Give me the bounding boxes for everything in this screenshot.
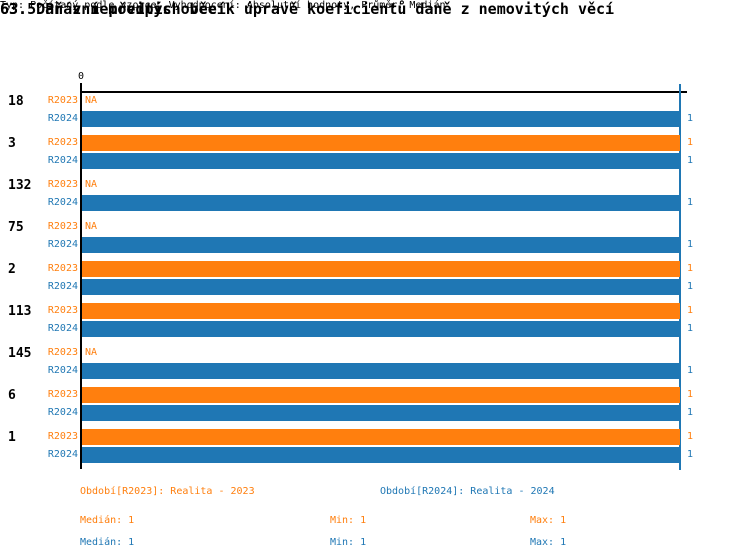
series-label-r2024: R2024: [47, 239, 78, 250]
bar-r2023: [82, 303, 680, 319]
bar-value-label: 1: [687, 389, 694, 400]
bar-value-label: 1: [687, 113, 694, 124]
bar-value-label: 1: [687, 365, 694, 376]
bar-r2023: [82, 261, 680, 277]
na-label: NA: [85, 179, 98, 190]
series-label-r2024: R2024: [47, 407, 78, 418]
series-label-r2024: R2024: [47, 281, 78, 292]
bar-r2024: [82, 153, 680, 169]
bar-r2023: [82, 135, 680, 151]
legend-r2023: Období[R2023]: Realita - 2023: [80, 486, 255, 497]
bar-value-label: 1: [687, 281, 694, 292]
bar-value-label: 1: [687, 197, 694, 208]
bar-value-label: 1: [687, 263, 694, 274]
category-label: 145: [8, 346, 32, 361]
na-label: NA: [85, 221, 98, 232]
bar-r2024: [82, 363, 680, 379]
page-title: 63. Daň z nemovitých věcí: [0, 0, 226, 18]
series-label-r2023: R2023: [47, 431, 78, 442]
bar-value-label: 1: [687, 305, 694, 316]
category-label: 6: [8, 388, 16, 403]
series-label-r2023: R2023: [47, 221, 78, 232]
series-label-r2024: R2024: [47, 323, 78, 334]
page-subtitle: 63.5 Právní předpis obce k úpravě koefic…: [0, 0, 615, 18]
stat-max-r2024: Max: 1: [530, 537, 567, 548]
bar-r2023: [82, 429, 680, 445]
bar-r2024: [82, 111, 680, 127]
series-label-r2023: R2023: [47, 389, 78, 400]
category-label: 113: [8, 304, 32, 319]
series-label-r2023: R2023: [47, 137, 78, 148]
stat-min-r2023: Min: 1: [330, 515, 367, 526]
series-label-r2023: R2023: [47, 347, 78, 358]
category-label: 18: [8, 94, 24, 109]
x-axis-line: [80, 91, 687, 93]
stat-min-r2024: Min: 1: [330, 537, 367, 548]
series-label-r2024: R2024: [47, 113, 78, 124]
bar-r2024: [82, 237, 680, 253]
category-label: 132: [8, 178, 32, 193]
bar-value-label: 1: [687, 323, 694, 334]
y-axis-line: [80, 91, 82, 469]
series-label-r2024: R2024: [47, 365, 78, 376]
legend-r2024: Období[R2024]: Realita - 2024: [380, 486, 555, 497]
na-label: NA: [85, 347, 98, 358]
bar-r2023: [82, 387, 680, 403]
category-label: 3: [8, 136, 16, 151]
chart-meta-line: Typ: Počítaný podle vzorce, Vyhodnocení:…: [0, 0, 446, 11]
series-label-r2023: R2023: [47, 95, 78, 106]
bar-value-label: 1: [687, 239, 694, 250]
series-label-r2024: R2024: [47, 197, 78, 208]
na-label: NA: [85, 95, 98, 106]
bar-value-label: 1: [687, 137, 694, 148]
category-label: 75: [8, 220, 24, 235]
gridline-value-1: [679, 84, 681, 470]
series-label-r2024: R2024: [47, 155, 78, 166]
series-label-r2023: R2023: [47, 263, 78, 274]
bar-value-label: 1: [687, 431, 694, 442]
bar-r2024: [82, 405, 680, 421]
category-label: 2: [8, 262, 16, 277]
bar-r2024: [82, 447, 680, 463]
series-label-r2023: R2023: [47, 179, 78, 190]
x-axis-zero-tick: [80, 83, 82, 91]
x-axis-zero-label: 0: [77, 71, 85, 82]
bar-r2024: [82, 279, 680, 295]
stat-median-r2024: Medián: 1: [80, 537, 135, 548]
bar-r2024: [82, 321, 680, 337]
stat-median-r2023: Medián: 1: [80, 515, 135, 526]
bar-r2024: [82, 195, 680, 211]
bar-value-label: 1: [687, 407, 694, 418]
bar-value-label: 1: [687, 449, 694, 460]
series-label-r2024: R2024: [47, 449, 78, 460]
bar-value-label: 1: [687, 155, 694, 166]
stat-max-r2023: Max: 1: [530, 515, 567, 526]
series-label-r2023: R2023: [47, 305, 78, 316]
category-label: 1: [8, 430, 16, 445]
